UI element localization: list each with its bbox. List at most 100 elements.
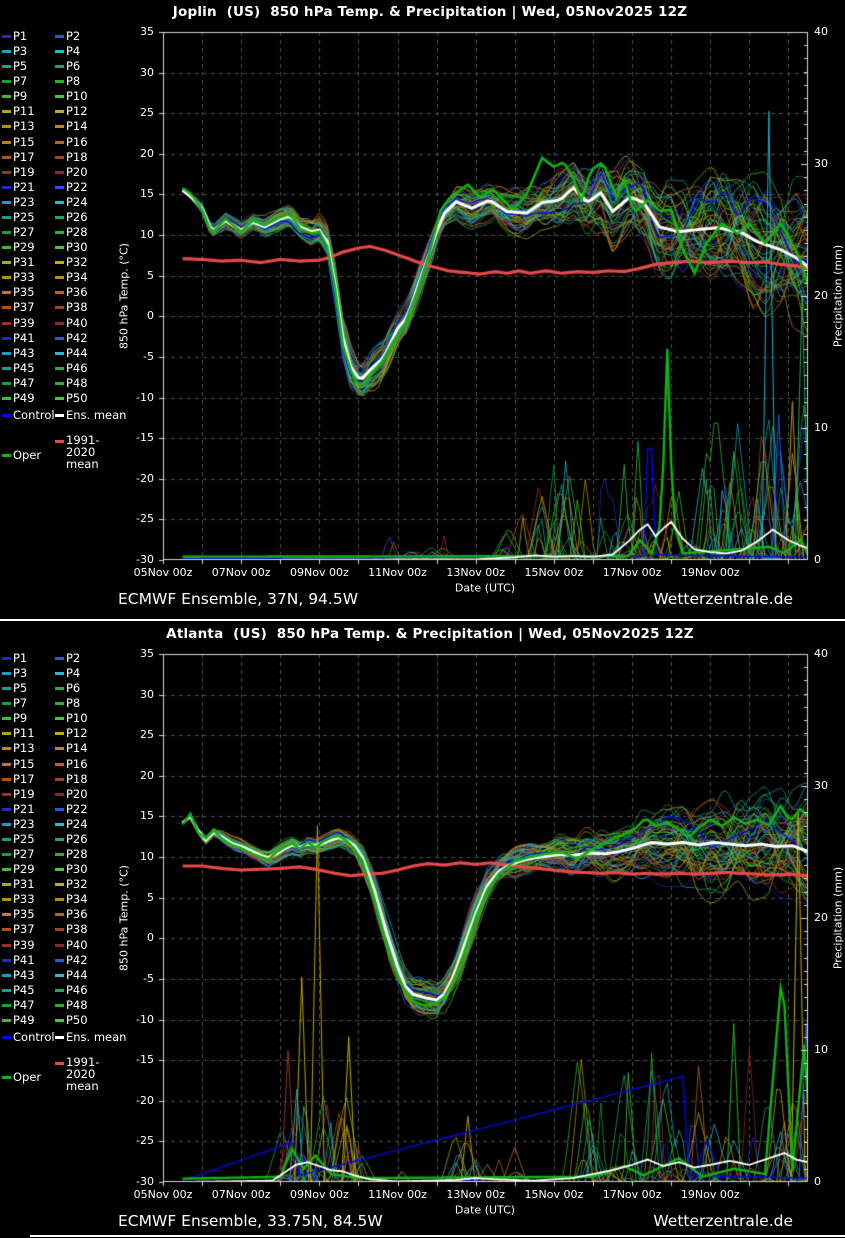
legend-item-label: P48: [66, 376, 88, 390]
legend-item-label: P50: [66, 391, 88, 405]
legend-item-label: P14: [66, 741, 88, 755]
legend-color-dash: [55, 306, 64, 309]
legend-color-dash: [2, 186, 11, 189]
temp-tick-label: 25: [106, 728, 154, 741]
ensemble-legend: P1P2P3P4P5P6P7P8P9P10P11P12P13P14P15P16P…: [2, 622, 122, 1092]
temp-tick-label: 5: [106, 269, 154, 282]
legend-color-dash: [2, 823, 11, 826]
legend-item-label: P47: [13, 998, 35, 1012]
legend-color-dash: [55, 944, 64, 947]
legend-item-label: P8: [66, 696, 80, 710]
legend-color-dash: [55, 216, 64, 219]
legend-item-label: P3: [13, 666, 27, 680]
legend-color-dash: [55, 974, 64, 977]
legend-item-label: P25: [13, 210, 35, 224]
date-tick-label: 09Nov 00z: [274, 566, 364, 579]
temp-tick-label: -10: [106, 391, 154, 404]
legend-item-label: P44: [66, 968, 88, 982]
temp-tick-label: 5: [106, 891, 154, 904]
chart-title: Atlanta (US) 850 hPa Temp. & Precipitati…: [25, 626, 835, 642]
temp-tick-label: -5: [106, 972, 154, 985]
legend-color-dash: [2, 808, 11, 811]
legend-item-label: P37: [13, 922, 35, 936]
legend-item-label: Control: [13, 1030, 55, 1044]
legend-color-dash: [2, 687, 11, 690]
legend-color-dash: [2, 1036, 11, 1039]
legend-item-label: P2: [66, 29, 80, 43]
date-tick-label: 05Nov 00z: [118, 566, 208, 579]
legend-item-label: P22: [66, 180, 88, 194]
legend-color-dash: [2, 747, 11, 750]
legend-item-label: Ens. mean: [66, 408, 126, 422]
legend-color-dash: [55, 672, 64, 675]
legend-color-dash: [55, 246, 64, 249]
legend-color-dash: [55, 687, 64, 690]
legend-item-label: P10: [66, 89, 88, 103]
legend-color-dash: [55, 156, 64, 159]
legend-color-dash: [2, 672, 11, 675]
legend-item-label: P42: [66, 331, 88, 345]
legend-item-label: P1: [13, 651, 27, 665]
precip-tick-label: 20: [814, 289, 828, 302]
legend-item-label: P39: [13, 938, 35, 952]
panel-separator-line: [0, 619, 845, 621]
site-credit: Wetterzentrale.de: [653, 590, 793, 608]
legend-color-dash: [2, 913, 11, 916]
legend-item-label: P47: [13, 376, 35, 390]
legend-item-label: P1: [13, 29, 27, 43]
legend-item-label: P12: [66, 104, 88, 118]
legend-color-dash: [55, 397, 64, 400]
legend-color-dash: [2, 944, 11, 947]
legend-item-label: P25: [13, 832, 35, 846]
temp-tick-label: 20: [106, 147, 154, 160]
legend-color-dash: [55, 337, 64, 340]
legend-color-dash: [55, 1019, 64, 1022]
legend-color-dash: [2, 838, 11, 841]
legend-item-label: P7: [13, 74, 27, 88]
legend-color-dash: [2, 989, 11, 992]
legend-color-dash: [2, 898, 11, 901]
legend-item-label: Oper: [13, 1070, 41, 1084]
legend-color-dash: [55, 367, 64, 370]
legend-color-dash: [2, 382, 11, 385]
date-tick-label: 15Nov 00z: [509, 1188, 599, 1201]
temp-tick-label: -25: [106, 1134, 154, 1147]
legend-item-label: P14: [66, 119, 88, 133]
model-location-caption: ECMWF Ensemble, 37N, 94.5W: [118, 590, 358, 608]
legend-color-dash: [2, 110, 11, 113]
legend-color-dash: [55, 322, 64, 325]
legend-item-label: P22: [66, 802, 88, 816]
date-tick-label: 15Nov 00z: [509, 566, 599, 579]
legend-color-dash: [2, 276, 11, 279]
precip-tick-label: 0: [814, 553, 821, 566]
legend-color-dash: [2, 216, 11, 219]
legend-item-label: 1991-2020 mean: [66, 434, 99, 470]
legend-color-dash: [55, 823, 64, 826]
legend-item-label: P41: [13, 331, 35, 345]
temp-tick-label: -20: [106, 472, 154, 485]
legend-item-label: P2: [66, 651, 80, 665]
legend-color-dash: [55, 717, 64, 720]
temp-tick-label: 0: [106, 309, 154, 322]
legend-item-label: P6: [66, 59, 80, 73]
legend-item-label: P13: [13, 119, 35, 133]
legend-color-dash: [2, 337, 11, 340]
legend-item-label: P23: [13, 817, 35, 831]
legend-color-dash: [2, 35, 11, 38]
legend-item-label: P16: [66, 135, 88, 149]
legend-item-label: P35: [13, 285, 35, 299]
legend-color-dash: [2, 397, 11, 400]
temp-tick-label: 30: [106, 688, 154, 701]
temp-axis-title: 850 hPa Temp. (°C): [118, 243, 131, 349]
legend-color-dash: [2, 246, 11, 249]
legend-item-label: P20: [66, 787, 88, 801]
legend-color-dash: [55, 1036, 64, 1039]
legend-item-label: P33: [13, 892, 35, 906]
temp-tick-label: -30: [106, 1175, 154, 1188]
legend-color-dash: [55, 883, 64, 886]
legend-item-label: P45: [13, 983, 35, 997]
legend-item-label: P17: [13, 150, 35, 164]
date-tick-label: 13Nov 00z: [431, 566, 521, 579]
legend-item-label: P3: [13, 44, 27, 58]
legend-color-dash: [2, 883, 11, 886]
